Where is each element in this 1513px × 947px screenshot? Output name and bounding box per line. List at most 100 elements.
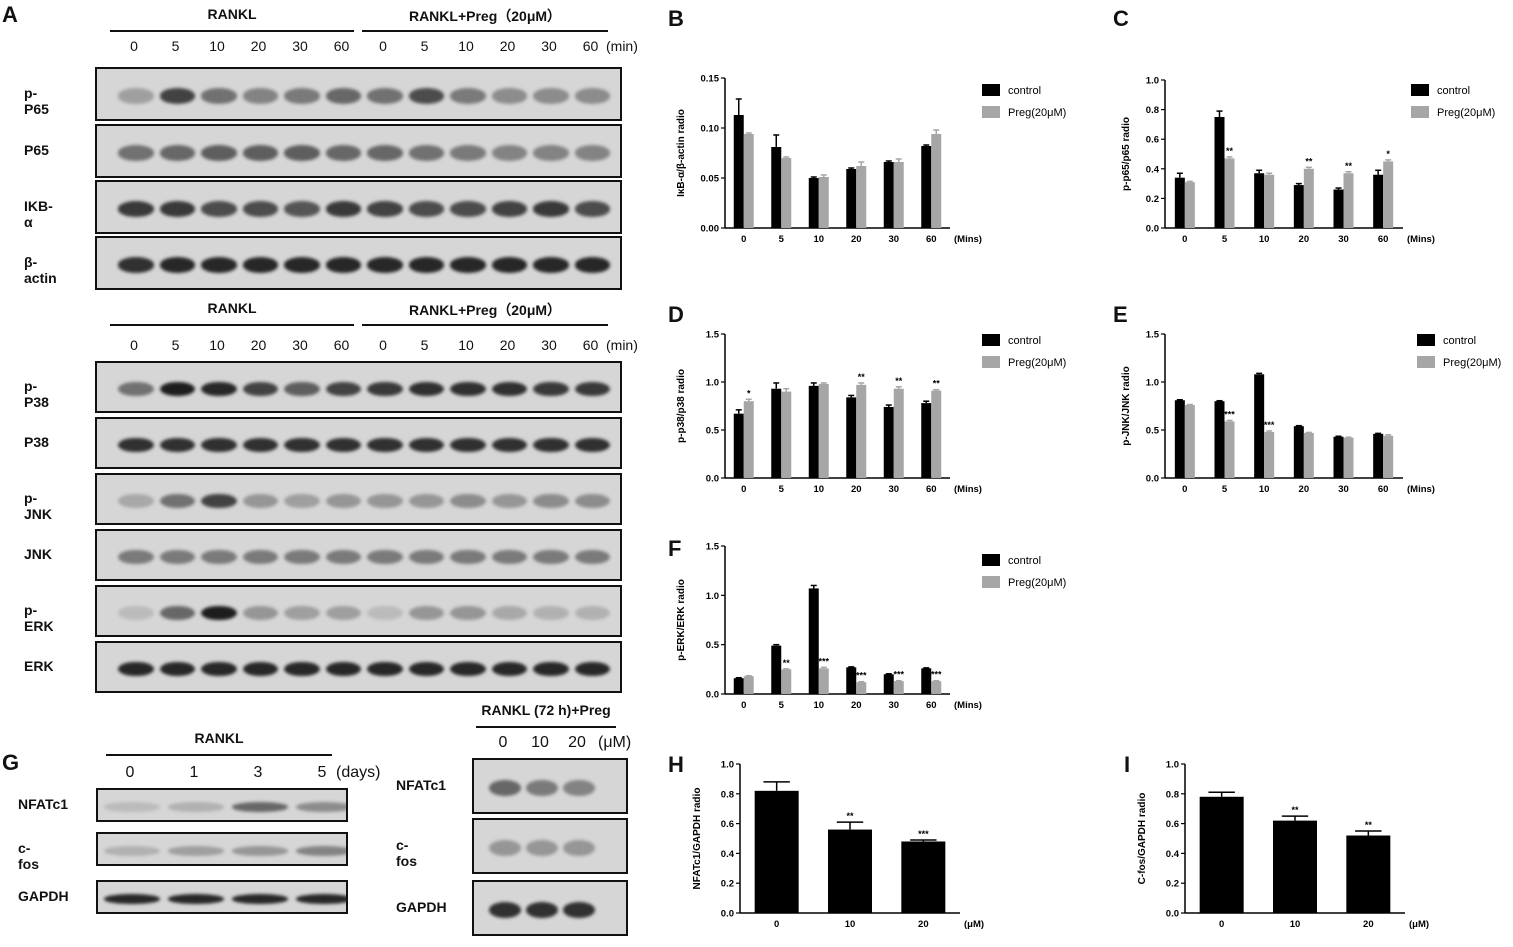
legend-swatch xyxy=(1411,106,1429,118)
y-tick-label: 0.00 xyxy=(701,224,720,235)
y-tick-label: 1.0 xyxy=(706,378,719,389)
blot-lane-label: 30 xyxy=(541,337,557,353)
legend-label: Preg(20μM) xyxy=(1437,107,1495,119)
bar xyxy=(771,645,782,694)
blot-band xyxy=(533,437,569,453)
blot-band xyxy=(242,549,279,565)
blot-group-line xyxy=(106,754,332,756)
x-tick-label: 10 xyxy=(813,484,824,495)
blot-row-label: JNK xyxy=(24,546,53,562)
bar xyxy=(883,674,894,694)
legend-label: control xyxy=(1008,335,1041,347)
blot-row-label: c-fos xyxy=(396,837,417,869)
y-tick-label: 0.2 xyxy=(721,879,734,890)
blot-lane-label: 0 xyxy=(379,337,387,353)
blot-band xyxy=(574,88,611,104)
blot-band xyxy=(489,840,521,856)
blot-band xyxy=(242,145,279,161)
significance-marker: ** xyxy=(933,379,941,389)
significance-marker: ** xyxy=(858,372,866,382)
blot-band xyxy=(491,605,528,621)
blot-band xyxy=(489,780,521,796)
blot-band xyxy=(284,381,320,397)
x-tick-label: 30 xyxy=(1338,234,1349,245)
blot-band xyxy=(159,88,196,104)
y-tick-label: 0.4 xyxy=(1166,849,1180,860)
blot-lane-label: 20 xyxy=(499,38,516,54)
blot-membrane xyxy=(95,585,622,637)
blot-lane-label: 20 xyxy=(568,734,586,751)
blot-band xyxy=(450,145,486,161)
x-tick-label: 20 xyxy=(918,919,929,930)
y-tick-label: 0.0 xyxy=(721,909,734,920)
blot-band xyxy=(491,257,528,273)
blot-membrane xyxy=(95,236,622,290)
blot-row-label: P65 xyxy=(24,142,49,158)
y-tick-label: 0.0 xyxy=(1146,474,1159,485)
blot-band xyxy=(284,201,320,217)
bar xyxy=(818,177,829,228)
significance-marker: *** xyxy=(931,670,942,680)
bar xyxy=(733,678,744,694)
blot-band xyxy=(367,493,403,509)
blot-band xyxy=(491,493,528,509)
x-tick-label: 5 xyxy=(779,700,785,711)
y-tick-label: 0.0 xyxy=(1146,224,1159,235)
y-tick-label: 1.0 xyxy=(706,591,719,602)
significance-marker: *** xyxy=(918,829,929,839)
significance-marker: ** xyxy=(1345,161,1353,171)
bar xyxy=(1293,185,1304,228)
bar-chart-c: 0.0 0.2 0.4 0.6 0.8 1.0 p-p65/p65 radio 0 5 ** 10 2… xyxy=(1121,76,1495,246)
panel-label-i: I xyxy=(1124,752,1131,777)
bar xyxy=(1383,435,1394,478)
significance-marker: * xyxy=(747,388,751,398)
legend-label: Preg(20μM) xyxy=(1008,107,1066,119)
blot-lane-label: 10 xyxy=(531,734,549,751)
bar xyxy=(1224,158,1235,228)
blot-band xyxy=(159,257,196,273)
blot-band xyxy=(159,605,196,621)
legend-label: Preg(20μM) xyxy=(1008,577,1066,589)
x-axis-unit: (μM) xyxy=(964,919,984,930)
blot-band xyxy=(491,145,528,161)
blot-row-label: p-JNK xyxy=(24,490,53,522)
bar xyxy=(893,162,904,228)
x-tick-label: 30 xyxy=(888,700,899,711)
blot-lane-label: 30 xyxy=(541,38,557,54)
y-tick-label: 0.5 xyxy=(1146,426,1160,437)
bar xyxy=(1254,173,1265,228)
blot-band xyxy=(242,201,279,217)
blot-lane-label: 30 xyxy=(292,337,308,353)
blot-band xyxy=(168,846,224,856)
blot-band xyxy=(201,549,237,565)
x-tick-label: 60 xyxy=(926,484,937,495)
blot-band xyxy=(159,549,196,565)
blot-band xyxy=(408,493,445,509)
blot-band xyxy=(242,88,279,104)
blot-band xyxy=(284,605,320,621)
y-tick-label: 0.8 xyxy=(1146,105,1159,116)
bar xyxy=(1199,796,1244,913)
blot-band xyxy=(450,437,486,453)
blot-lane-label: 60 xyxy=(582,38,599,54)
significance-marker: *** xyxy=(856,671,867,681)
legend-swatch xyxy=(982,576,1000,588)
blot-band xyxy=(491,201,528,217)
blot-band xyxy=(284,493,320,509)
blot-membrane xyxy=(95,641,622,693)
blot-band xyxy=(574,201,611,217)
blot-row-label: β-actin xyxy=(24,254,57,286)
blot-lane-label: 20 xyxy=(250,337,267,353)
x-tick-label: 0 xyxy=(741,234,746,245)
bar xyxy=(733,115,744,228)
bar xyxy=(931,681,942,694)
legend-swatch xyxy=(982,554,1000,566)
blot-lane-label: 10 xyxy=(458,337,474,353)
legend-label: control xyxy=(1443,335,1476,347)
blot-band xyxy=(168,802,224,812)
legend-swatch xyxy=(1411,84,1429,96)
blot-band xyxy=(325,661,362,677)
blot-band xyxy=(284,437,320,453)
blot-membrane xyxy=(472,818,628,874)
x-tick-label: 5 xyxy=(1222,484,1228,495)
